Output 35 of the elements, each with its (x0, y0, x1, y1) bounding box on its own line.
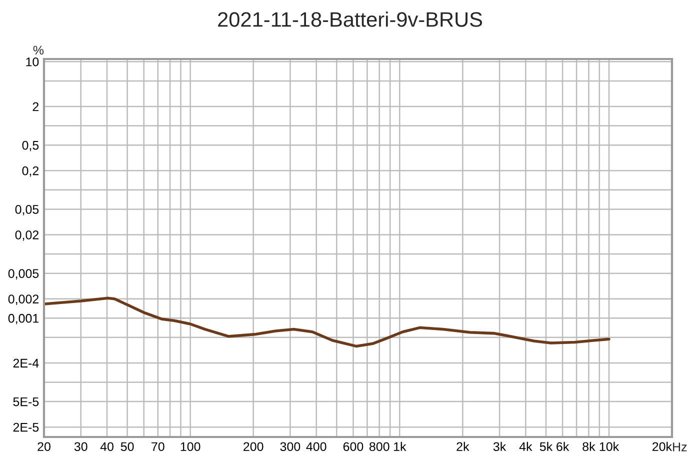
x-tick-label: 6k (556, 442, 570, 452)
y-tick-label: 0,002 (8, 294, 39, 305)
x-tick-label: 3k (493, 442, 506, 452)
x-tick-label: 1k (394, 442, 406, 451)
y-tick-label: 0,05 (15, 204, 39, 216)
x-tick-label: 5k (540, 442, 553, 452)
x-axis-title: Hz (673, 442, 687, 452)
y-axis-title: % (33, 46, 44, 55)
x-tick-label: 600 (343, 442, 364, 452)
x-tick-label: 10k (600, 442, 620, 452)
x-tick-label: 400 (306, 442, 326, 452)
x-tick-label: 50 (120, 442, 134, 452)
x-tick-label: 20k (652, 442, 672, 452)
y-tick-label: 2 (32, 102, 39, 111)
y-tick-label: 0,001 (8, 314, 39, 324)
x-tick-label: 800 (369, 442, 390, 452)
y-tick-label: 0,02 (15, 230, 39, 241)
x-tick-label: 40 (100, 442, 114, 452)
y-tick-label: 0,2 (22, 166, 39, 177)
y-tick-label: 0,5 (22, 140, 39, 152)
x-tick-label: 20 (38, 442, 50, 452)
x-tick-label: 70 (152, 442, 164, 452)
y-tick-label: 5E-5 (13, 397, 39, 406)
y-tick-label: 0,005 (8, 269, 39, 280)
x-tick-label: 4k (519, 442, 532, 451)
x-tick-label: 2k (456, 442, 470, 451)
x-tick-label: 8k (582, 442, 596, 452)
y-tick-label: 2E-5 (13, 422, 39, 432)
y-tick-label: 10 (26, 57, 39, 66)
chart-title: 2021-11-18-Batteri-9v-BRUS (218, 12, 482, 27)
x-tick-label: 200 (244, 442, 264, 452)
x-tick-label: 30 (74, 442, 88, 452)
x-tick-label: 300 (280, 442, 300, 452)
x-tick-label: 100 (180, 442, 200, 452)
y-tick-label: 2E-4 (13, 358, 39, 368)
